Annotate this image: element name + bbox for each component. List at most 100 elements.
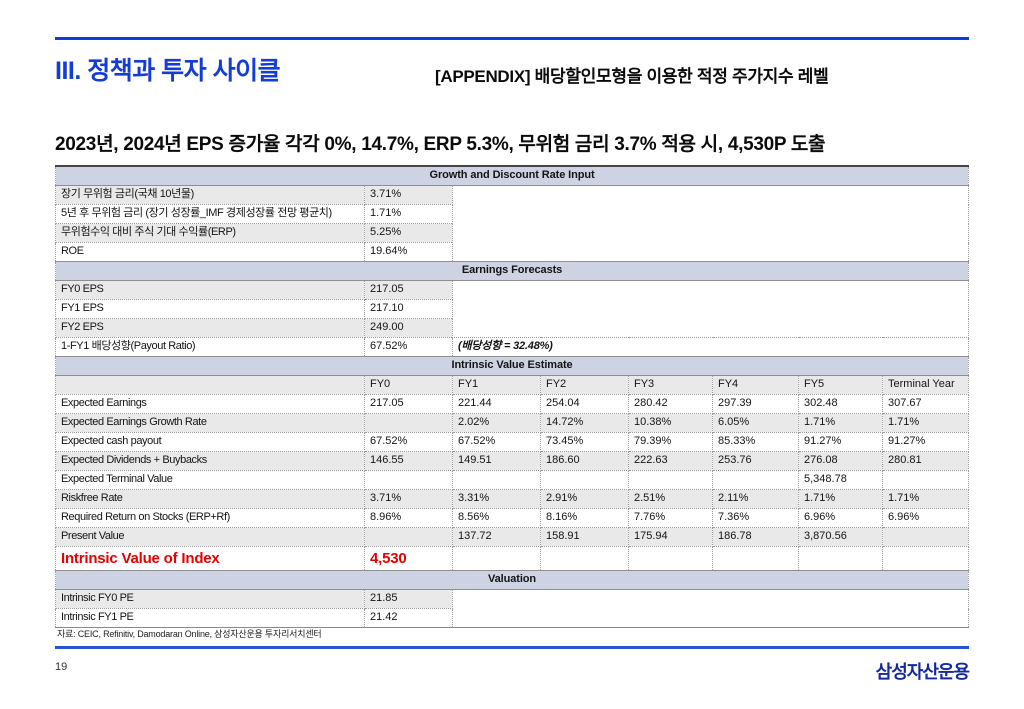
cell-value: 186.78 (712, 527, 799, 547)
cell-value: 85.33% (712, 432, 799, 452)
cell-value: 91.27% (881, 432, 970, 452)
cell-value: 249.00 (364, 318, 453, 338)
table-row: Expected Dividends + Buybacks 146.55 149.5… (55, 451, 970, 471)
company-logo: 삼성자산운용 (875, 662, 970, 682)
cell-value: 3,870.56 (798, 527, 883, 547)
cell-value: 8.56% (452, 508, 541, 528)
table-row: Riskfree Rate 3.71% 3.31% 2.91% 2.51% 2.11% 1.… (55, 489, 970, 509)
section-header-row: Growth and Discount Rate Input (54, 165, 970, 186)
footer-divider (55, 646, 969, 649)
cell-value: 186.60 (540, 451, 629, 471)
column-header: FY5 (798, 375, 883, 395)
cell-value: 280.81 (881, 451, 970, 471)
cell-value: 3.71% (364, 489, 453, 509)
table-row: Expected Earnings Growth Rate 2.02% 14.72%… (55, 413, 970, 433)
cell-value: 21.85 (364, 589, 453, 609)
cell-value (881, 527, 970, 547)
cell-value: 6.96% (881, 508, 970, 528)
table-row: Expected cash payout 67.52% 67.52% 73.45% 79… (55, 432, 970, 452)
section-header-row: Earnings Forecasts (54, 261, 970, 281)
table-row: Intrinsic FY1 PE 21.42 (55, 608, 969, 628)
column-header: FY2 (540, 375, 629, 395)
page-number: 19 (55, 661, 68, 673)
column-header: FY0 (364, 375, 453, 395)
cell-value: 158.91 (540, 527, 629, 547)
row-label: Riskfree Rate (55, 489, 365, 509)
section-title: Earnings Forecasts (54, 261, 970, 281)
empty-cell (451, 589, 970, 628)
row-label: 장기 무위험 금리(국채 10년물) (55, 185, 365, 205)
cell-value: 137.72 (452, 527, 541, 547)
cell-value: 10.38% (628, 413, 713, 433)
table-row: FY1 EPS 217.10 (55, 299, 969, 319)
column-header: FY4 (712, 375, 799, 395)
cell-value (881, 546, 970, 571)
cell-value: 222.63 (628, 451, 713, 471)
row-label: ROE (55, 242, 365, 262)
cell-value: 4,530 (364, 546, 453, 571)
cell-value: 14.72% (540, 413, 629, 433)
cell-value: 73.45% (540, 432, 629, 452)
ddm-valuation-table: Growth and Discount Rate Input 장기 무위험 금리(… (54, 165, 970, 628)
cell-value: 149.51 (452, 451, 541, 471)
page-title: III. 정책과 투자 사이클 (55, 57, 281, 85)
cell-value (628, 470, 713, 490)
cell-value: 297.39 (712, 394, 799, 414)
cell-value (364, 413, 453, 433)
table-row: Intrinsic Value of Index 4,530 (55, 546, 970, 571)
section-header-row: Valuation (54, 570, 970, 590)
row-label: Intrinsic FY0 PE (55, 589, 365, 609)
source-note: 자료: CEIC, Refinitiv, Damodaran Online, 삼… (57, 629, 322, 639)
empty-cell (451, 185, 970, 262)
cell-value: 217.05 (364, 394, 453, 414)
row-label: Intrinsic Value of Index (55, 546, 365, 571)
table-row: Expected Terminal Value 5,348.78 (55, 470, 970, 490)
cell-value (452, 470, 541, 490)
cell-value: 302.48 (798, 394, 883, 414)
column-header: FY3 (628, 375, 713, 395)
cell-value: 8.16% (540, 508, 629, 528)
cell-value: 280.42 (628, 394, 713, 414)
section-header-row: Intrinsic Value Estimate (54, 356, 970, 376)
cell-value (540, 546, 629, 571)
cell-value: 3.71% (364, 185, 453, 205)
cell-value: 254.04 (540, 394, 629, 414)
cell-value: 8.96% (364, 508, 453, 528)
row-label: Expected Dividends + Buybacks (55, 451, 365, 471)
cell-value (712, 470, 799, 490)
cell-value: 1.71% (798, 489, 883, 509)
table-row: FY0 EPS 217.05 (55, 280, 970, 338)
appendix-title: [APPENDIX] 배당할인모형을 이용한 적정 주가지수 레벨 (435, 67, 829, 86)
cell-value: 67.52% (364, 432, 453, 452)
cell-value: 221.44 (452, 394, 541, 414)
cell-value: 79.39% (628, 432, 713, 452)
cell-value (364, 527, 453, 547)
row-label: FY2 EPS (55, 318, 365, 338)
cell-value: 276.08 (798, 451, 883, 471)
row-label: 무위험수익 대비 주식 기대 수익률(ERP) (55, 223, 365, 243)
note-cell: (배당성향 = 32.48%) (451, 337, 970, 357)
cell-value: 2.11% (712, 489, 799, 509)
row-label: Expected Earnings (55, 394, 365, 414)
cell-value (712, 546, 799, 571)
cell-value: 2.02% (452, 413, 541, 433)
cell-value: 19.64% (364, 242, 453, 262)
section-title: Growth and Discount Rate Input (54, 165, 970, 186)
table-row: 장기 무위험 금리(국채 10년물) 3.71% (55, 185, 970, 262)
cell-value: 175.94 (628, 527, 713, 547)
row-label: Expected cash payout (55, 432, 365, 452)
column-header-row: FY0 FY1 FY2 FY3 FY4 FY5 Terminal Year (55, 375, 970, 395)
cell-value (798, 546, 883, 571)
cell-value: 2.91% (540, 489, 629, 509)
section-title: Intrinsic Value Estimate (54, 356, 970, 376)
cell-value: 307.67 (881, 394, 970, 414)
table-row: Intrinsic FY0 PE 21.85 (55, 589, 970, 628)
row-label: FY1 EPS (55, 299, 365, 319)
cell-value (364, 470, 453, 490)
slide-subtitle: 2023년, 2024년 EPS 증가율 각각 0%, 14.7%, ERP 5… (55, 134, 826, 155)
table-row: Expected Earnings 217.05 221.44 254.04 280.4… (55, 394, 970, 414)
cell-value: 5,348.78 (798, 470, 883, 490)
section-title: Valuation (54, 570, 970, 590)
cell-value: 7.36% (712, 508, 799, 528)
